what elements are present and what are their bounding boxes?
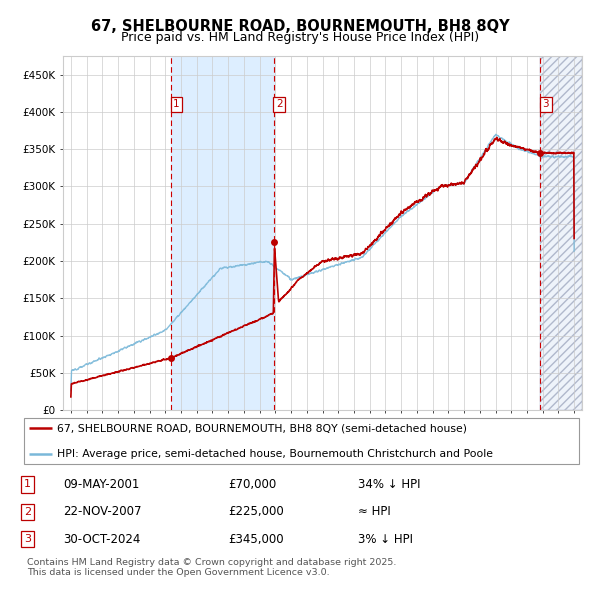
Text: 1: 1 bbox=[173, 100, 180, 110]
Text: 34% ↓ HPI: 34% ↓ HPI bbox=[358, 478, 420, 491]
Text: 2: 2 bbox=[276, 100, 283, 110]
Bar bbox=[540, 56, 582, 410]
Text: 67, SHELBOURNE ROAD, BOURNEMOUTH, BH8 8QY (semi-detached house): 67, SHELBOURNE ROAD, BOURNEMOUTH, BH8 8Q… bbox=[58, 424, 467, 434]
Text: 1: 1 bbox=[24, 480, 31, 490]
FancyBboxPatch shape bbox=[24, 418, 579, 464]
Text: Contains HM Land Registry data © Crown copyright and database right 2025.
This d: Contains HM Land Registry data © Crown c… bbox=[26, 558, 396, 577]
Text: 3% ↓ HPI: 3% ↓ HPI bbox=[358, 533, 413, 546]
Text: Price paid vs. HM Land Registry's House Price Index (HPI): Price paid vs. HM Land Registry's House … bbox=[121, 31, 479, 44]
Text: 2: 2 bbox=[24, 507, 31, 517]
Text: HPI: Average price, semi-detached house, Bournemouth Christchurch and Poole: HPI: Average price, semi-detached house,… bbox=[58, 448, 493, 458]
Text: 09-MAY-2001: 09-MAY-2001 bbox=[63, 478, 139, 491]
Text: 3: 3 bbox=[24, 534, 31, 544]
Text: ≈ HPI: ≈ HPI bbox=[358, 505, 391, 519]
Text: £225,000: £225,000 bbox=[229, 505, 284, 519]
Text: 22-NOV-2007: 22-NOV-2007 bbox=[63, 505, 142, 519]
Text: £70,000: £70,000 bbox=[229, 478, 277, 491]
Text: 67, SHELBOURNE ROAD, BOURNEMOUTH, BH8 8QY: 67, SHELBOURNE ROAD, BOURNEMOUTH, BH8 8Q… bbox=[91, 19, 509, 34]
Text: 3: 3 bbox=[542, 100, 549, 110]
Bar bbox=[540, 56, 582, 410]
Text: £345,000: £345,000 bbox=[229, 533, 284, 546]
Text: 30-OCT-2024: 30-OCT-2024 bbox=[63, 533, 140, 546]
Bar bbox=[171, 56, 274, 410]
